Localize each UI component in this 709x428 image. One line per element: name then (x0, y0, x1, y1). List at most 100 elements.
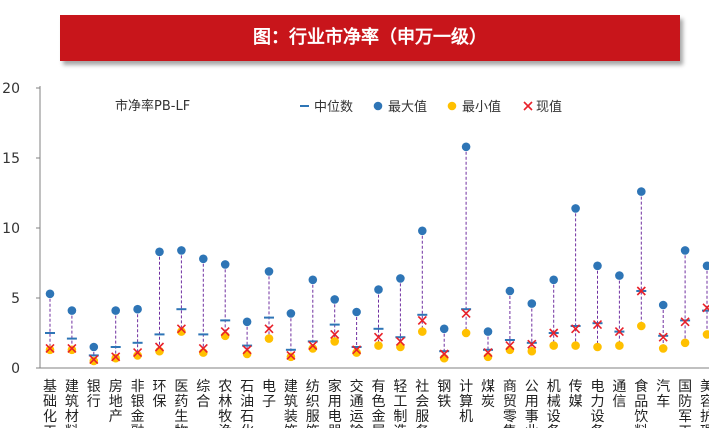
x-tick-label: 家用电器 (328, 378, 342, 428)
current-point (330, 329, 340, 339)
x-tick-label: 社会服务 (415, 379, 429, 428)
legend-min-label: 最小值 (462, 99, 501, 115)
current-mark-stroke (133, 348, 143, 358)
current-point (417, 315, 427, 325)
current-point (242, 345, 252, 355)
y-tick-label: 15 (2, 151, 20, 167)
current-mark-stroke (549, 328, 559, 338)
max-point (111, 306, 120, 315)
current-mark-stroke (45, 343, 55, 353)
current-mark-stroke (308, 341, 318, 351)
max-point (242, 317, 252, 327)
y-tick-label: 5 (11, 291, 20, 307)
max-point (658, 300, 668, 310)
max-point (67, 306, 77, 315)
x-tick-label: 国防军工 (678, 379, 692, 428)
min-point (67, 345, 77, 355)
current-mark-stroke (439, 349, 449, 359)
x-tick-label: 汽车 (656, 379, 670, 410)
x-tick-label: 非银金融 (131, 379, 145, 428)
current-point (308, 341, 318, 351)
current-point (592, 320, 603, 330)
x-tick-label: 环保 (153, 379, 167, 410)
max-point (45, 289, 55, 299)
min-point (45, 345, 55, 355)
current-mark-stroke (571, 324, 581, 334)
current-point (111, 352, 121, 362)
min-point (155, 346, 164, 356)
current-mark-stroke (680, 317, 690, 327)
current-mark-stroke (461, 308, 471, 318)
legend-current-marker (523, 101, 533, 111)
current-mark-stroke (220, 327, 230, 337)
x-tick-label: 计算机 (459, 379, 473, 425)
min-point (680, 338, 690, 348)
min-point (527, 346, 537, 356)
min-point (593, 342, 602, 352)
max-point (505, 286, 515, 296)
x-tick-label: 商贸零售 (503, 379, 517, 428)
current-mark-stroke (505, 341, 515, 351)
max-point (418, 226, 427, 236)
x-tick-label: 建筑材料 (65, 379, 79, 428)
current-mark-stroke (154, 342, 165, 352)
current-mark-stroke (614, 327, 624, 337)
max-point (527, 299, 537, 308)
current-mark-stroke (373, 332, 384, 342)
max-point (702, 261, 709, 271)
min-point (89, 356, 99, 366)
current-point (67, 343, 77, 353)
current-point (549, 328, 559, 338)
annotation-label: 市净率PB-LF (115, 98, 190, 114)
min-point (549, 341, 558, 350)
plot-area: 市净率PB-LF (45, 98, 709, 366)
current-point (680, 317, 690, 327)
legend-max-marker (373, 101, 383, 111)
max-point (177, 246, 186, 255)
current-mark-stroke (658, 332, 668, 342)
min-point (571, 341, 580, 350)
min-point (133, 351, 142, 360)
current-point (702, 303, 709, 313)
current-point (154, 342, 165, 352)
min-point (220, 331, 230, 341)
current-mark-stroke (702, 304, 709, 313)
current-mark-stroke (527, 339, 537, 349)
y-tick-label: 0 (11, 361, 20, 377)
x-tick-label: 传媒 (569, 379, 583, 410)
min-point (308, 344, 318, 353)
axes: 0 5 10 15 20 (2, 81, 709, 377)
min-point (199, 348, 208, 357)
current-point (658, 332, 668, 342)
min-point (505, 345, 515, 355)
x-tick-label: 纺织服饰 (306, 379, 320, 428)
x-tick-label: 美容护理 (700, 379, 709, 428)
current-point (264, 324, 274, 334)
x-tick-label: 房地产 (109, 379, 123, 425)
max-point (199, 254, 208, 264)
x-tick-label: 交通运输 (350, 378, 364, 428)
min-point (702, 330, 709, 339)
min-point (658, 344, 668, 353)
min-point (637, 321, 646, 331)
max-point (637, 187, 646, 196)
current-point (483, 348, 493, 358)
max-point (571, 204, 580, 213)
current-mark-stroke (176, 324, 186, 334)
current-point (45, 343, 55, 353)
min-point (177, 327, 186, 336)
max-point (220, 260, 230, 269)
min-point (461, 328, 471, 338)
max-point (549, 275, 558, 285)
min-point (374, 341, 383, 350)
current-mark-stroke (330, 329, 340, 339)
current-point (505, 341, 515, 351)
current-mark-stroke (352, 345, 362, 355)
x-tick-label: 公用事业 (525, 379, 539, 428)
x-tick-label: 轻工制造 (393, 379, 407, 428)
max-point (461, 142, 471, 152)
x-tick-label: 银行 (87, 379, 101, 410)
max-point (308, 275, 318, 285)
current-mark-stroke (636, 286, 646, 296)
